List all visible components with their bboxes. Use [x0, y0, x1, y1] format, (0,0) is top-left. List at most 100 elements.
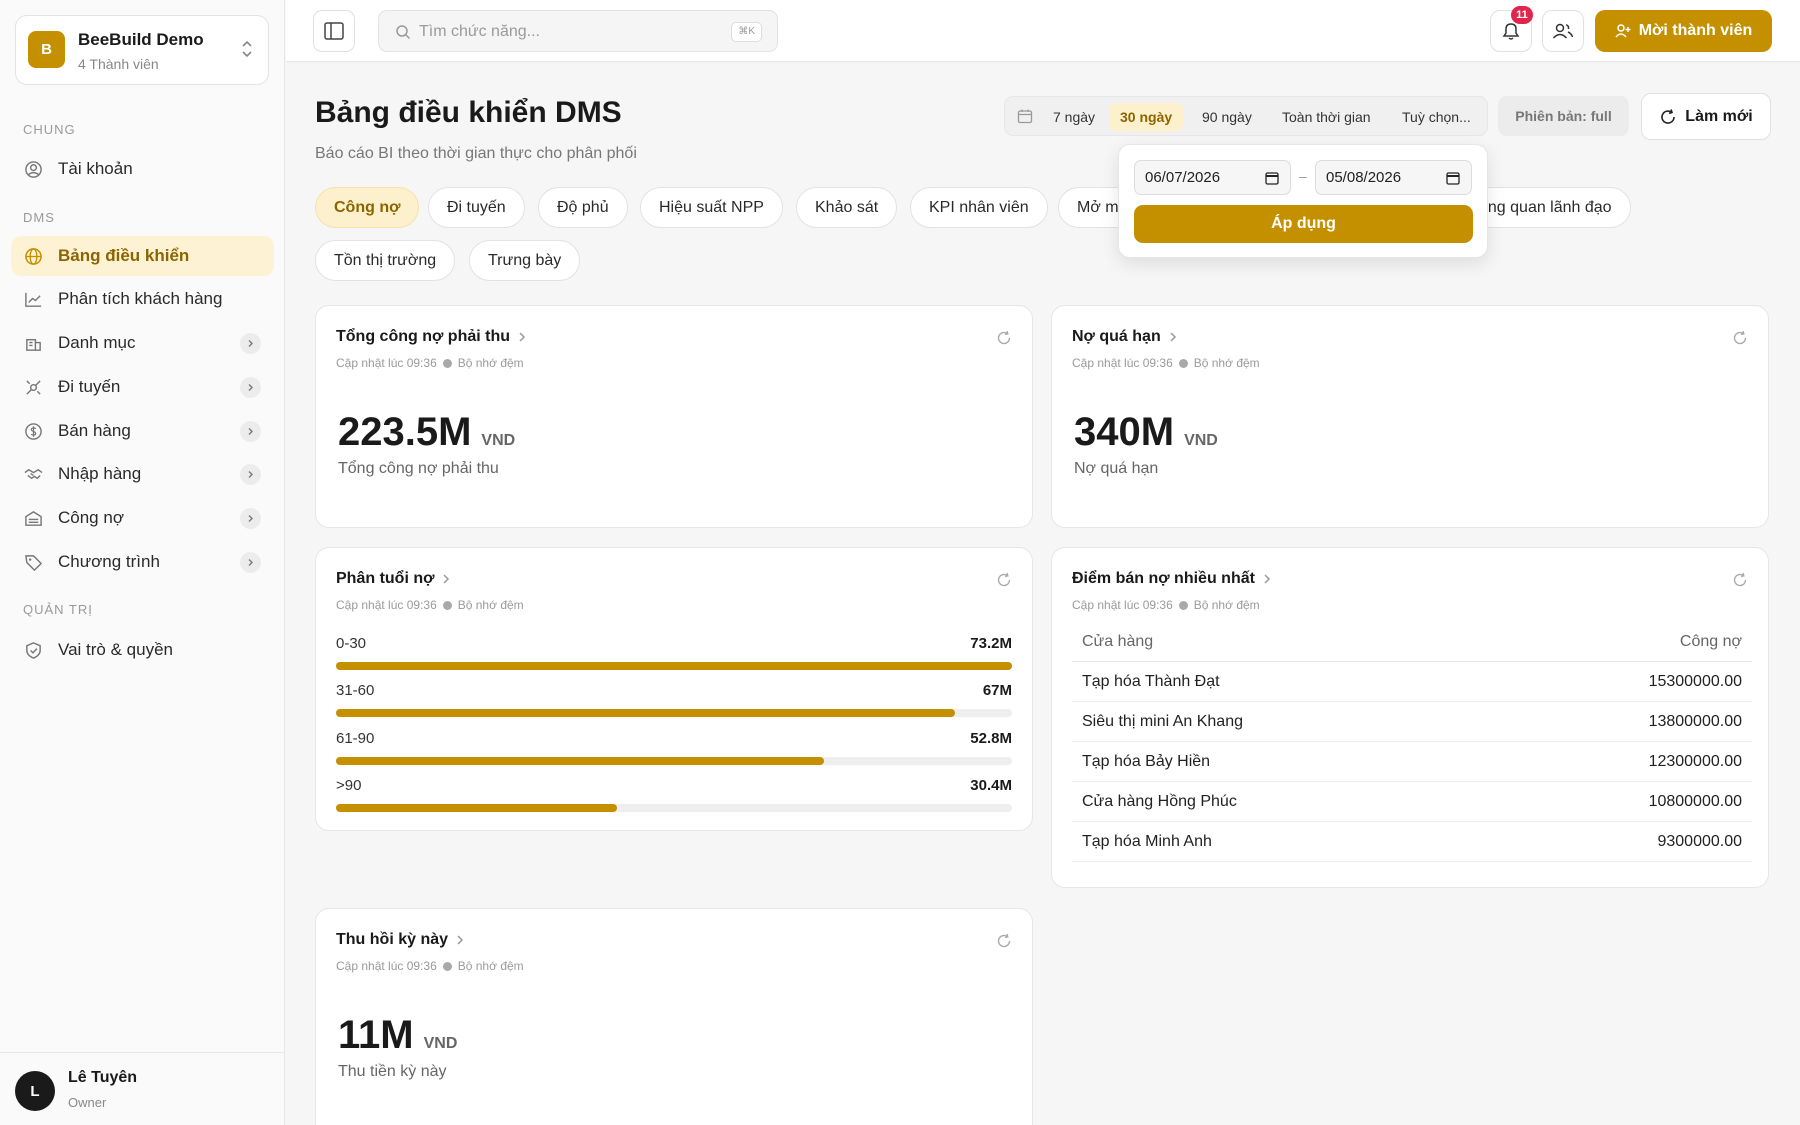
date-to-value: 05/08/2026 [1326, 169, 1402, 186]
calendar-icon [1017, 109, 1033, 124]
card-meta: Cập nhật lúc 09:36 Bộ nhớ đệm [1072, 356, 1260, 370]
refresh-icon[interactable] [996, 572, 1012, 588]
column-header-store: Cửa hàng [1072, 625, 1491, 662]
chevron-right-icon [519, 332, 526, 342]
sidebar-item-label: Nhập hàng [58, 464, 142, 483]
table-row[interactable]: Tạp hóa Bảy Hiền 12300000.00 [1072, 741, 1752, 782]
sidebar-item-purchasing[interactable]: Nhập hàng [11, 454, 274, 494]
metric-number: 11M [338, 1013, 414, 1057]
date-from-input[interactable]: 06/07/2026 [1134, 160, 1291, 195]
refresh-icon[interactable] [1732, 330, 1748, 346]
sidebar-item-label: Công nợ [58, 508, 124, 527]
store-name: Siêu thị mini An Khang [1072, 701, 1491, 742]
chevron-right-icon[interactable] [240, 552, 261, 573]
card-title-link[interactable]: Nợ quá hạn [1072, 328, 1177, 346]
sidebar-item-label: Phân tích khách hàng [58, 289, 223, 308]
invite-member-button[interactable]: Mời thành viên [1595, 10, 1772, 52]
card-meta: Cập nhật lúc 09:36 Bộ nhớ đệm [336, 959, 524, 973]
table-row[interactable]: Siêu thị mini An Khang 13800000.00 [1072, 701, 1752, 742]
tab-survey[interactable]: Khảo sát [796, 187, 898, 228]
tab-distributor-performance[interactable]: Hiệu suất NPP [640, 187, 783, 228]
date-to-input[interactable]: 05/08/2026 [1315, 160, 1472, 195]
card-title-link[interactable]: Tổng công nợ phải thu [336, 328, 526, 346]
card-title-link[interactable]: Thu hồi kỳ này [336, 931, 464, 949]
debt-amount: 15300000.00 [1490, 661, 1752, 702]
route-icon [26, 380, 41, 395]
aging-bucket: 31-60 [336, 682, 375, 699]
tab-routes[interactable]: Đi tuyến [428, 187, 525, 228]
card-title-link[interactable]: Điểm bán nợ nhiều nhất [1072, 570, 1271, 588]
sidebar-item-account[interactable]: Tài khoản [11, 149, 274, 189]
refresh-icon[interactable] [1732, 572, 1748, 588]
refresh-icon[interactable] [996, 933, 1012, 949]
org-switcher[interactable]: B BeeBuild Demo 4 Thành viên [15, 15, 269, 85]
section-label-dms: DMS [23, 210, 55, 225]
sidebar-toggle-button[interactable] [313, 10, 355, 52]
chevron-right-icon[interactable] [240, 377, 261, 398]
updated-time: Cập nhật lúc 09:36 [1072, 598, 1173, 612]
cache-dot [1178, 358, 1188, 368]
range-option-all-time[interactable]: Toàn thời gian [1282, 109, 1371, 125]
cache-label: Bộ nhớ đệm [457, 959, 524, 973]
sidebar-item-routes[interactable]: Đi tuyến [11, 367, 274, 407]
card-top-debtors: Điểm bán nợ nhiều nhất Cập nhật lúc 09:3… [1051, 547, 1769, 888]
metric-number: 340M [1074, 410, 1175, 454]
tab-debt[interactable]: Công nợ [315, 187, 420, 228]
cache-label: Bộ nhớ đệm [1193, 356, 1260, 370]
metric-value: 11M VND [338, 1013, 457, 1058]
sidebar-item-dashboard[interactable]: Bảng điều khiển [11, 236, 274, 276]
sidebar-item-customer-analytics[interactable]: Phân tích khách hàng [11, 279, 274, 319]
aging-row: 0-30 73.2M [336, 635, 1012, 675]
users-icon [1552, 23, 1574, 39]
sidebar-item-debt[interactable]: Công nợ [11, 498, 274, 538]
tab-staff-kpi[interactable]: KPI nhân viên [910, 187, 1048, 228]
card-collection-period: Thu hồi kỳ này Cập nhật lúc 09:36 Bộ nhớ… [315, 908, 1033, 1125]
sidebar-item-programs[interactable]: Chương trình [11, 542, 274, 582]
range-option-30d[interactable]: 30 ngày [1109, 103, 1184, 131]
chevron-right-icon[interactable] [240, 464, 261, 485]
user-profile[interactable]: L Lê Tuyên Owner [0, 1052, 285, 1125]
org-members: 4 Thành viên [78, 56, 159, 72]
search-box[interactable]: ⌘K [378, 10, 778, 52]
sidebar-item-label: Đi tuyến [58, 377, 121, 396]
chevron-right-icon[interactable] [240, 421, 261, 442]
range-option-custom[interactable]: Tuỳ chọn... [1402, 109, 1471, 125]
search-input[interactable] [419, 20, 719, 44]
table-row[interactable]: Cửa hàng Hồng Phúc 10800000.00 [1072, 781, 1752, 822]
refresh-icon [1661, 108, 1676, 124]
apply-date-button[interactable]: Áp dụng [1134, 205, 1473, 243]
chevron-right-icon [1170, 332, 1176, 342]
range-option-90d[interactable]: 90 ngày [1202, 109, 1252, 125]
sidebar-item-roles[interactable]: Vai trò & quyền [11, 630, 274, 670]
card-total-receivable: Tổng công nợ phải thu Cập nhật lúc 09:36… [315, 305, 1033, 528]
updated-time: Cập nhật lúc 09:36 [336, 959, 437, 973]
store-name: Cửa hàng Hồng Phúc [1072, 781, 1491, 822]
tab-coverage[interactable]: Độ phủ [538, 187, 628, 228]
members-button[interactable] [1542, 10, 1584, 52]
table-row[interactable]: Tạp hóa Thành Đạt 15300000.00 [1072, 661, 1752, 702]
globe-icon [25, 248, 42, 265]
table-row[interactable]: Tạp hóa Minh Anh 9300000.00 [1072, 821, 1752, 862]
aging-bucket: >90 [336, 777, 362, 794]
cache-label: Bộ nhớ đệm [457, 598, 524, 612]
user-plus-icon [1615, 24, 1631, 38]
chevron-right-icon[interactable] [240, 508, 261, 529]
shield-check-icon [26, 642, 41, 659]
chevron-right-icon[interactable] [240, 333, 261, 354]
card-title-link[interactable]: Phân tuổi nợ [336, 570, 450, 588]
range-option-7d[interactable]: 7 ngày [1053, 109, 1096, 125]
aging-bar-track [336, 662, 1012, 670]
sidebar-item-catalog[interactable]: Danh mục [11, 323, 274, 363]
tab-display[interactable]: Trưng bày [469, 240, 581, 281]
store-name: Tạp hóa Minh Anh [1072, 821, 1491, 862]
refresh-icon[interactable] [996, 330, 1012, 346]
card-overdue-debt: Nợ quá hạn Cập nhật lúc 09:36 Bộ nhớ đệm… [1051, 305, 1769, 528]
notification-count-badge: 11 [1511, 6, 1533, 24]
date-from-value: 06/07/2026 [1145, 169, 1221, 186]
refresh-button[interactable]: Làm mới [1641, 93, 1771, 140]
tab-market-inventory[interactable]: Tồn thị trường [315, 240, 456, 281]
sidebar-item-sales[interactable]: Bán hàng [11, 411, 274, 451]
card-meta: Cập nhật lúc 09:36 Bộ nhớ đệm [336, 598, 524, 612]
metric-label: Nợ quá hạn [1074, 460, 1159, 477]
updated-time: Cập nhật lúc 09:36 [1072, 356, 1173, 370]
